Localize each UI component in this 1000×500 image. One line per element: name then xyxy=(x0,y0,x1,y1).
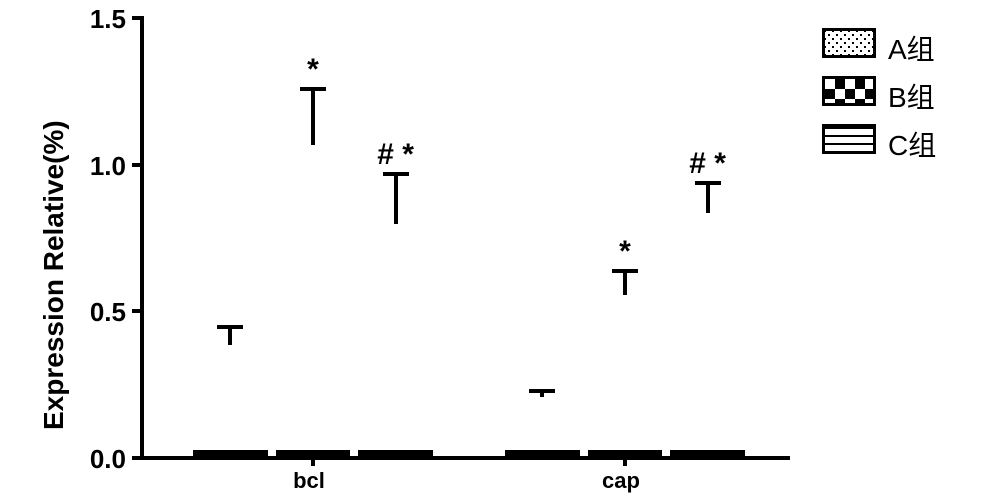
y-tick-mark xyxy=(132,16,144,20)
bar-rect xyxy=(670,450,745,456)
legend-label-C: C组 xyxy=(888,124,936,164)
bar-cap-A xyxy=(505,397,580,456)
x-tick-mark xyxy=(623,456,627,466)
error-bar-cap xyxy=(612,269,638,273)
error-bar-stem xyxy=(706,183,710,212)
y-tick-label: 0.5 xyxy=(90,297,126,328)
y-tick-label: 1.0 xyxy=(90,151,126,182)
bar-cap-B: * xyxy=(588,295,663,456)
legend-swatch-B xyxy=(822,76,876,106)
legend-swatch-A xyxy=(822,28,876,58)
y-tick-label: 0.0 xyxy=(90,444,126,475)
bar-cap-C: # * xyxy=(670,213,745,456)
x-category-label-bcl: bcl xyxy=(293,468,325,494)
legend-swatch-C xyxy=(822,124,876,154)
bar-group-cap: * # * xyxy=(144,16,794,456)
sig-label: # * xyxy=(689,147,726,181)
y-tick-mark xyxy=(132,456,144,460)
x-tick-mark xyxy=(311,456,315,466)
y-axis-label: Expression Relative(%) xyxy=(38,120,70,430)
sig-label: * xyxy=(619,235,631,269)
chart-figure: Expression Relative(%) * # * xyxy=(0,0,1000,500)
y-tick-mark xyxy=(132,309,144,313)
y-tick-label: 1.5 xyxy=(90,4,126,35)
y-tick-mark xyxy=(132,163,144,167)
bar-rect xyxy=(505,450,580,456)
x-category-label-cap: cap xyxy=(602,468,640,494)
error-bar-stem xyxy=(623,271,627,294)
legend-label-A: A组 xyxy=(888,28,935,68)
legend-label-B: B组 xyxy=(888,76,935,116)
plot-area: * # * * xyxy=(140,20,790,460)
error-bar-cap xyxy=(529,389,555,393)
error-bar-cap xyxy=(695,181,721,185)
